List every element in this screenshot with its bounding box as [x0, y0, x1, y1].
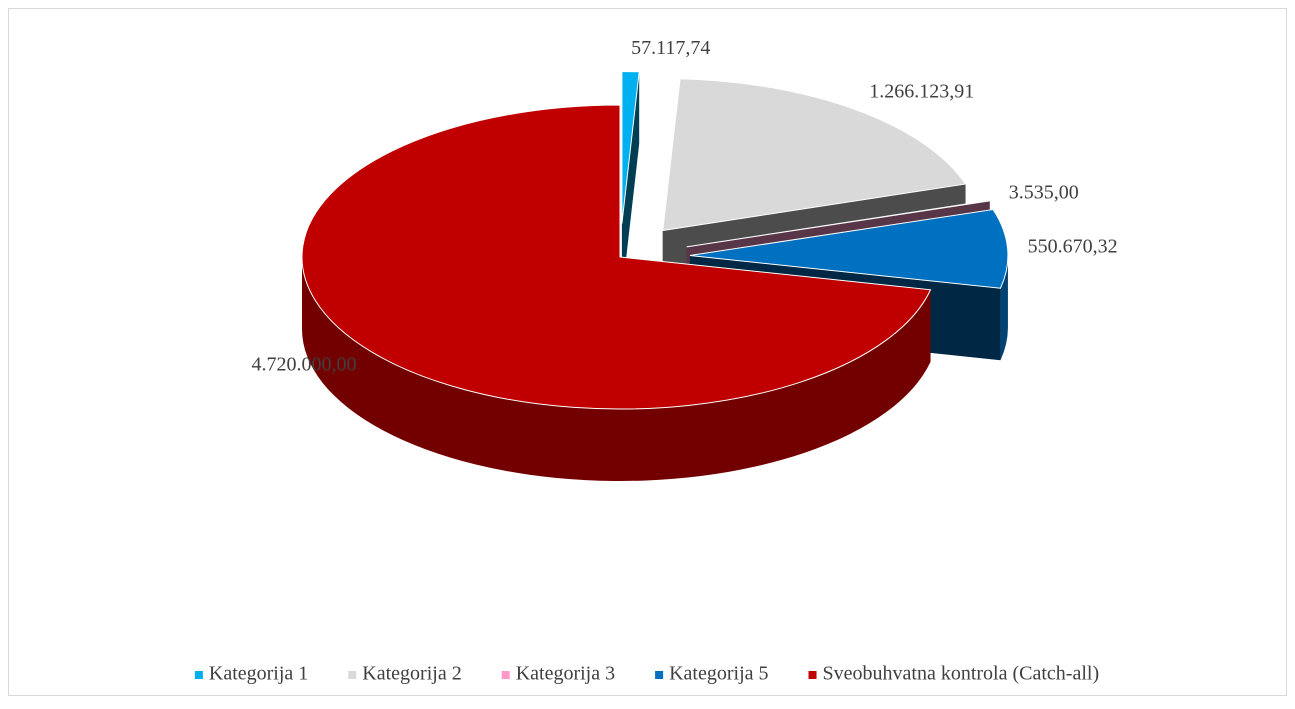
- legend-label: Kategorija 2: [362, 663, 461, 685]
- data-label: 550.670,32: [1028, 235, 1118, 257]
- legend-swatch: [348, 671, 357, 679]
- slice: [301, 104, 932, 481]
- slice: [621, 71, 640, 296]
- legend-label: Kategorija 5: [669, 663, 768, 685]
- slice-top: [686, 199, 991, 248]
- data-label: 3.535,00: [1009, 182, 1079, 204]
- slice-wall: [302, 257, 931, 481]
- slice-side: [621, 71, 640, 296]
- legend-label: Kategorija 3: [516, 663, 615, 685]
- legend-swatch: [501, 671, 510, 679]
- slice-top: [621, 71, 640, 224]
- data-label: 57.117,74: [631, 37, 710, 59]
- legend-swatch: [808, 671, 817, 679]
- legend-swatch: [194, 671, 203, 679]
- legend-label: Kategorija 1: [209, 663, 308, 685]
- data-label: 1.266.123,91: [869, 80, 974, 102]
- slice-wall: [1000, 255, 1008, 361]
- slice-top: [662, 78, 967, 232]
- legend-label: Sveobuhvatna kontrola (Catch-all): [823, 663, 1100, 685]
- data-label: 4.720.000,00: [251, 354, 356, 376]
- slice-top: [301, 104, 932, 410]
- legend-swatch: [655, 671, 664, 679]
- slice-top: [689, 208, 1009, 289]
